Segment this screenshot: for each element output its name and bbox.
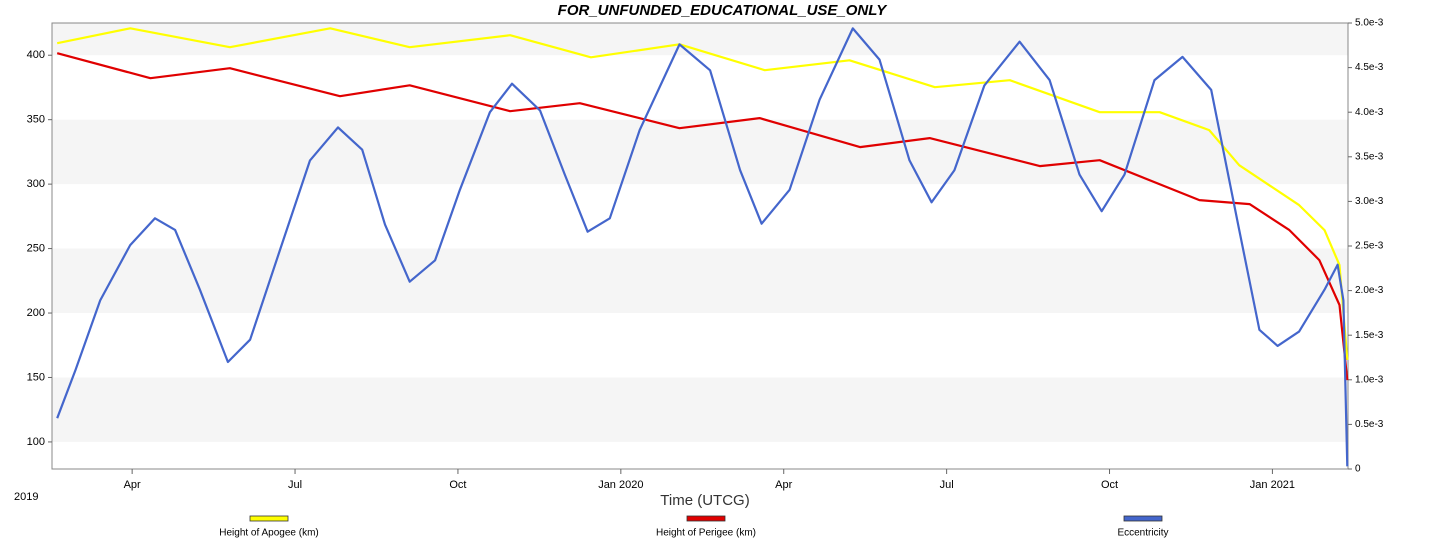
y2-tick-label: 4.0e-3 <box>1355 107 1384 118</box>
y2-tick-label: 1.5e-3 <box>1355 330 1384 341</box>
legend-label: Height of Perigee (km) <box>656 528 756 539</box>
y2-tick-label: 2.0e-3 <box>1355 285 1384 296</box>
y-tick-label: 100 <box>27 436 45 448</box>
y-tick-label: 150 <box>27 371 45 383</box>
x-tick-label: Apr <box>124 479 141 491</box>
series-line <box>56 27 1349 360</box>
series-line <box>56 27 1349 467</box>
x-tick-label: Oct <box>1101 479 1118 491</box>
x-axis-title: Time (UTCG) <box>660 492 749 509</box>
y2-tick-label: 1.0e-3 <box>1355 374 1384 385</box>
y-tick-label: 200 <box>27 307 45 319</box>
x-tick-label: Jul <box>288 479 302 491</box>
y2-tick-label: 3.0e-3 <box>1355 196 1384 207</box>
legend-label: Height of Apogee (km) <box>219 528 319 539</box>
legend-swatch <box>249 515 289 522</box>
x-tick-label: Jul <box>940 479 954 491</box>
chart-title: FOR_UNFUNDED_EDUCATIONAL_USE_ONLY <box>558 2 889 19</box>
grid-band <box>52 248 1348 314</box>
y2-tick-label: 5.0e-3 <box>1355 18 1384 29</box>
legend-swatch <box>1123 515 1163 522</box>
y-tick-label: 300 <box>27 178 45 190</box>
x-tick-label: Jan 2020 <box>598 479 643 491</box>
x-tick-label: Oct <box>449 479 466 491</box>
x-start-label: 2019 <box>14 491 38 503</box>
y2-tick-label: 3.5e-3 <box>1355 151 1384 162</box>
y-tick-label: 350 <box>27 114 45 126</box>
legend-label: Eccentricity <box>1117 528 1168 539</box>
y2-tick-label: 0 <box>1355 464 1361 475</box>
series-line <box>56 52 1349 381</box>
x-tick-label: Jan 2021 <box>1250 479 1295 491</box>
y2-tick-label: 2.5e-3 <box>1355 241 1384 252</box>
y2-tick-label: 4.5e-3 <box>1355 62 1384 73</box>
y-tick-label: 400 <box>27 49 45 61</box>
y-tick-label: 250 <box>27 242 45 254</box>
grid-band <box>52 377 1348 442</box>
grid-band <box>52 119 1348 185</box>
y2-tick-label: 0.5e-3 <box>1355 419 1384 430</box>
legend-swatch <box>686 515 726 522</box>
x-tick-label: Apr <box>775 479 792 491</box>
